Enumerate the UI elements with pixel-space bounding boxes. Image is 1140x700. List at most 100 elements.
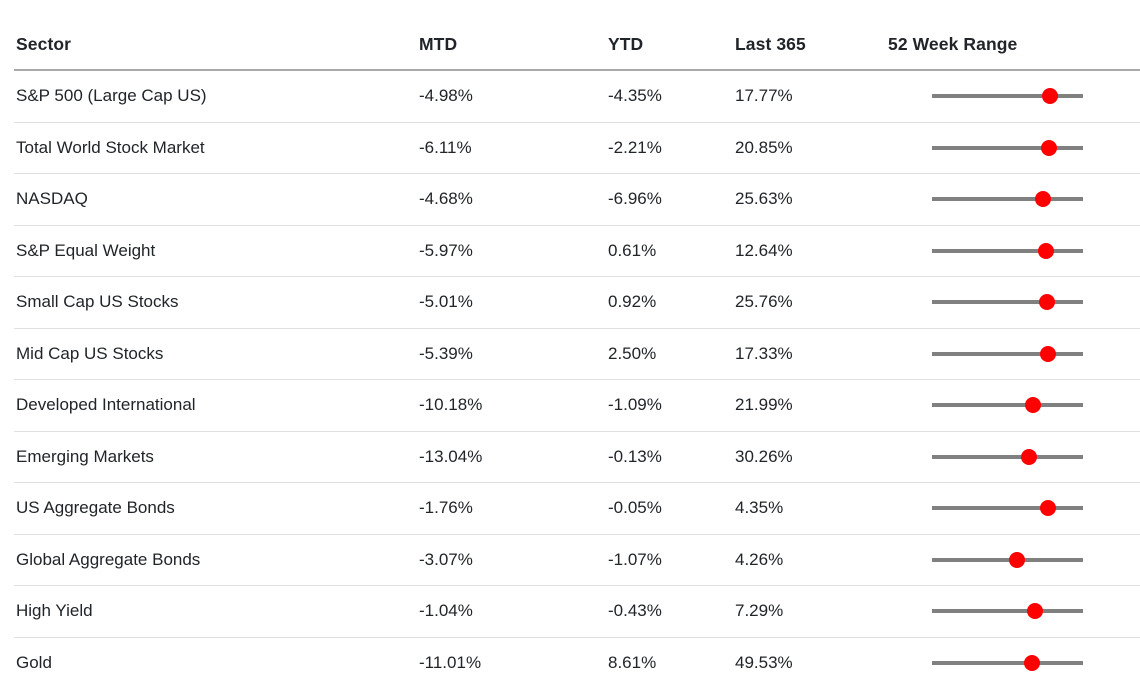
ytd-cell: 2.50% <box>608 343 657 363</box>
sector-cell: Emerging Markets <box>16 446 154 466</box>
ytd-cell: -6.96% <box>608 189 662 209</box>
range-dot-icon <box>1025 397 1042 414</box>
last365-cell: 4.35% <box>735 498 784 518</box>
table-row: S&P Equal Weight -5.97% 0.61% 12.64% <box>14 226 1140 277</box>
ytd-cell: -0.43% <box>608 601 662 621</box>
table-row: Gold -11.01% 8.61% 49.53% <box>14 638 1140 690</box>
range-cell <box>888 586 1140 637</box>
mtd-cell: -1.76% <box>419 498 473 518</box>
range-track <box>932 551 1083 568</box>
range-track <box>932 294 1083 311</box>
last365-cell: 12.64% <box>735 240 793 260</box>
range-track <box>932 345 1083 362</box>
range-cell <box>888 638 1140 690</box>
table-row: NASDAQ -4.68% -6.96% 25.63% <box>14 174 1140 226</box>
range-track <box>932 242 1083 259</box>
ytd-cell: -1.07% <box>608 549 662 569</box>
range-cell <box>888 483 1140 534</box>
last365-cell: 21.99% <box>735 395 793 415</box>
sector-cell: High Yield <box>16 601 93 621</box>
last365-cell: 7.29% <box>735 601 784 621</box>
table-row: Developed International -10.18% -1.09% 2… <box>14 380 1140 432</box>
table-row: S&P 500 (Large Cap US) -4.98% -4.35% 17.… <box>14 71 1140 123</box>
column-header-52-week-range: 52 Week Range <box>888 34 1018 54</box>
range-dot-icon <box>1041 88 1058 105</box>
ytd-cell: -1.09% <box>608 395 662 415</box>
mtd-cell: -3.07% <box>419 549 473 569</box>
mtd-cell: -5.39% <box>419 343 473 363</box>
range-track <box>932 88 1083 105</box>
mtd-cell: -5.97% <box>419 240 473 260</box>
range-dot-icon <box>1038 242 1054 259</box>
column-header-last-365: Last 365 <box>735 34 806 54</box>
range-dot-icon <box>1008 551 1025 568</box>
table-row: Small Cap US Stocks -5.01% 0.92% 25.76% <box>14 277 1140 329</box>
ytd-cell: -2.21% <box>608 137 662 157</box>
table-row: Mid Cap US Stocks -5.39% 2.50% 17.33% <box>14 329 1140 380</box>
last365-cell: 25.63% <box>735 189 793 209</box>
ytd-cell: -4.35% <box>608 86 662 106</box>
range-track <box>932 397 1083 414</box>
range-dot-icon <box>1038 294 1055 311</box>
range-track <box>932 655 1083 672</box>
range-track <box>932 139 1083 156</box>
range-cell <box>888 123 1140 174</box>
sector-cell: Total World Stock Market <box>16 137 205 157</box>
last365-cell: 20.85% <box>735 137 793 157</box>
sector-cell: S&P 500 (Large Cap US) <box>16 86 207 106</box>
range-cell <box>888 226 1140 277</box>
column-header-ytd: YTD <box>608 34 644 54</box>
sector-performance-table: Sector MTD YTD Last 365 52 Week Range S&… <box>14 0 1140 689</box>
range-dot-icon <box>1024 655 1041 672</box>
range-cell <box>888 71 1140 122</box>
range-cell <box>888 277 1140 328</box>
sector-cell: US Aggregate Bonds <box>16 498 175 518</box>
sector-cell: S&P Equal Weight <box>16 240 156 260</box>
mtd-cell: -13.04% <box>419 446 483 466</box>
range-cell <box>888 380 1140 431</box>
table-row: US Aggregate Bonds -1.76% -0.05% 4.35% <box>14 483 1140 535</box>
ytd-cell: 0.92% <box>608 292 657 312</box>
sector-cell: Gold <box>16 653 52 673</box>
sector-cell: NASDAQ <box>16 189 88 209</box>
ytd-cell: 0.61% <box>608 240 657 260</box>
range-dot-icon <box>1039 500 1056 517</box>
range-dot-icon <box>1020 448 1037 465</box>
range-track <box>932 191 1083 208</box>
last365-cell: 4.26% <box>735 549 784 569</box>
range-cell <box>888 174 1140 225</box>
range-dot-icon <box>1040 345 1057 362</box>
range-dot-icon <box>1041 139 1058 156</box>
range-track <box>932 603 1083 620</box>
table-row: Emerging Markets -13.04% -0.13% 30.26% <box>14 432 1140 483</box>
mtd-cell: -4.68% <box>419 189 473 209</box>
table-header-row: Sector MTD YTD Last 365 52 Week Range <box>14 0 1140 71</box>
column-header-mtd: MTD <box>419 34 458 54</box>
range-cell <box>888 329 1140 380</box>
sector-cell: Small Cap US Stocks <box>16 292 179 312</box>
table-row: Global Aggregate Bonds -3.07% -1.07% 4.2… <box>14 535 1140 586</box>
mtd-cell: -6.11% <box>419 137 472 157</box>
range-cell <box>888 535 1140 586</box>
ytd-cell: -0.13% <box>608 446 662 466</box>
last365-cell: 30.26% <box>735 446 793 466</box>
sector-cell: Mid Cap US Stocks <box>16 343 164 363</box>
mtd-cell: -10.18% <box>419 395 483 415</box>
mtd-cell: -11.01% <box>419 653 482 673</box>
range-track <box>932 448 1083 465</box>
column-header-sector: Sector <box>16 34 72 54</box>
sector-cell: Developed International <box>16 395 196 415</box>
table-row: High Yield -1.04% -0.43% 7.29% <box>14 586 1140 638</box>
mtd-cell: -1.04% <box>419 601 473 621</box>
ytd-cell: -0.05% <box>608 498 662 518</box>
range-cell <box>888 432 1140 483</box>
last365-cell: 25.76% <box>735 292 793 312</box>
mtd-cell: -4.98% <box>419 86 473 106</box>
range-track <box>932 500 1083 517</box>
range-dot-icon <box>1026 603 1043 620</box>
last365-cell: 17.77% <box>735 86 793 106</box>
range-dot-icon <box>1034 191 1051 208</box>
ytd-cell: 8.61% <box>608 653 657 673</box>
mtd-cell: -5.01% <box>419 292 473 312</box>
last365-cell: 49.53% <box>735 653 793 673</box>
